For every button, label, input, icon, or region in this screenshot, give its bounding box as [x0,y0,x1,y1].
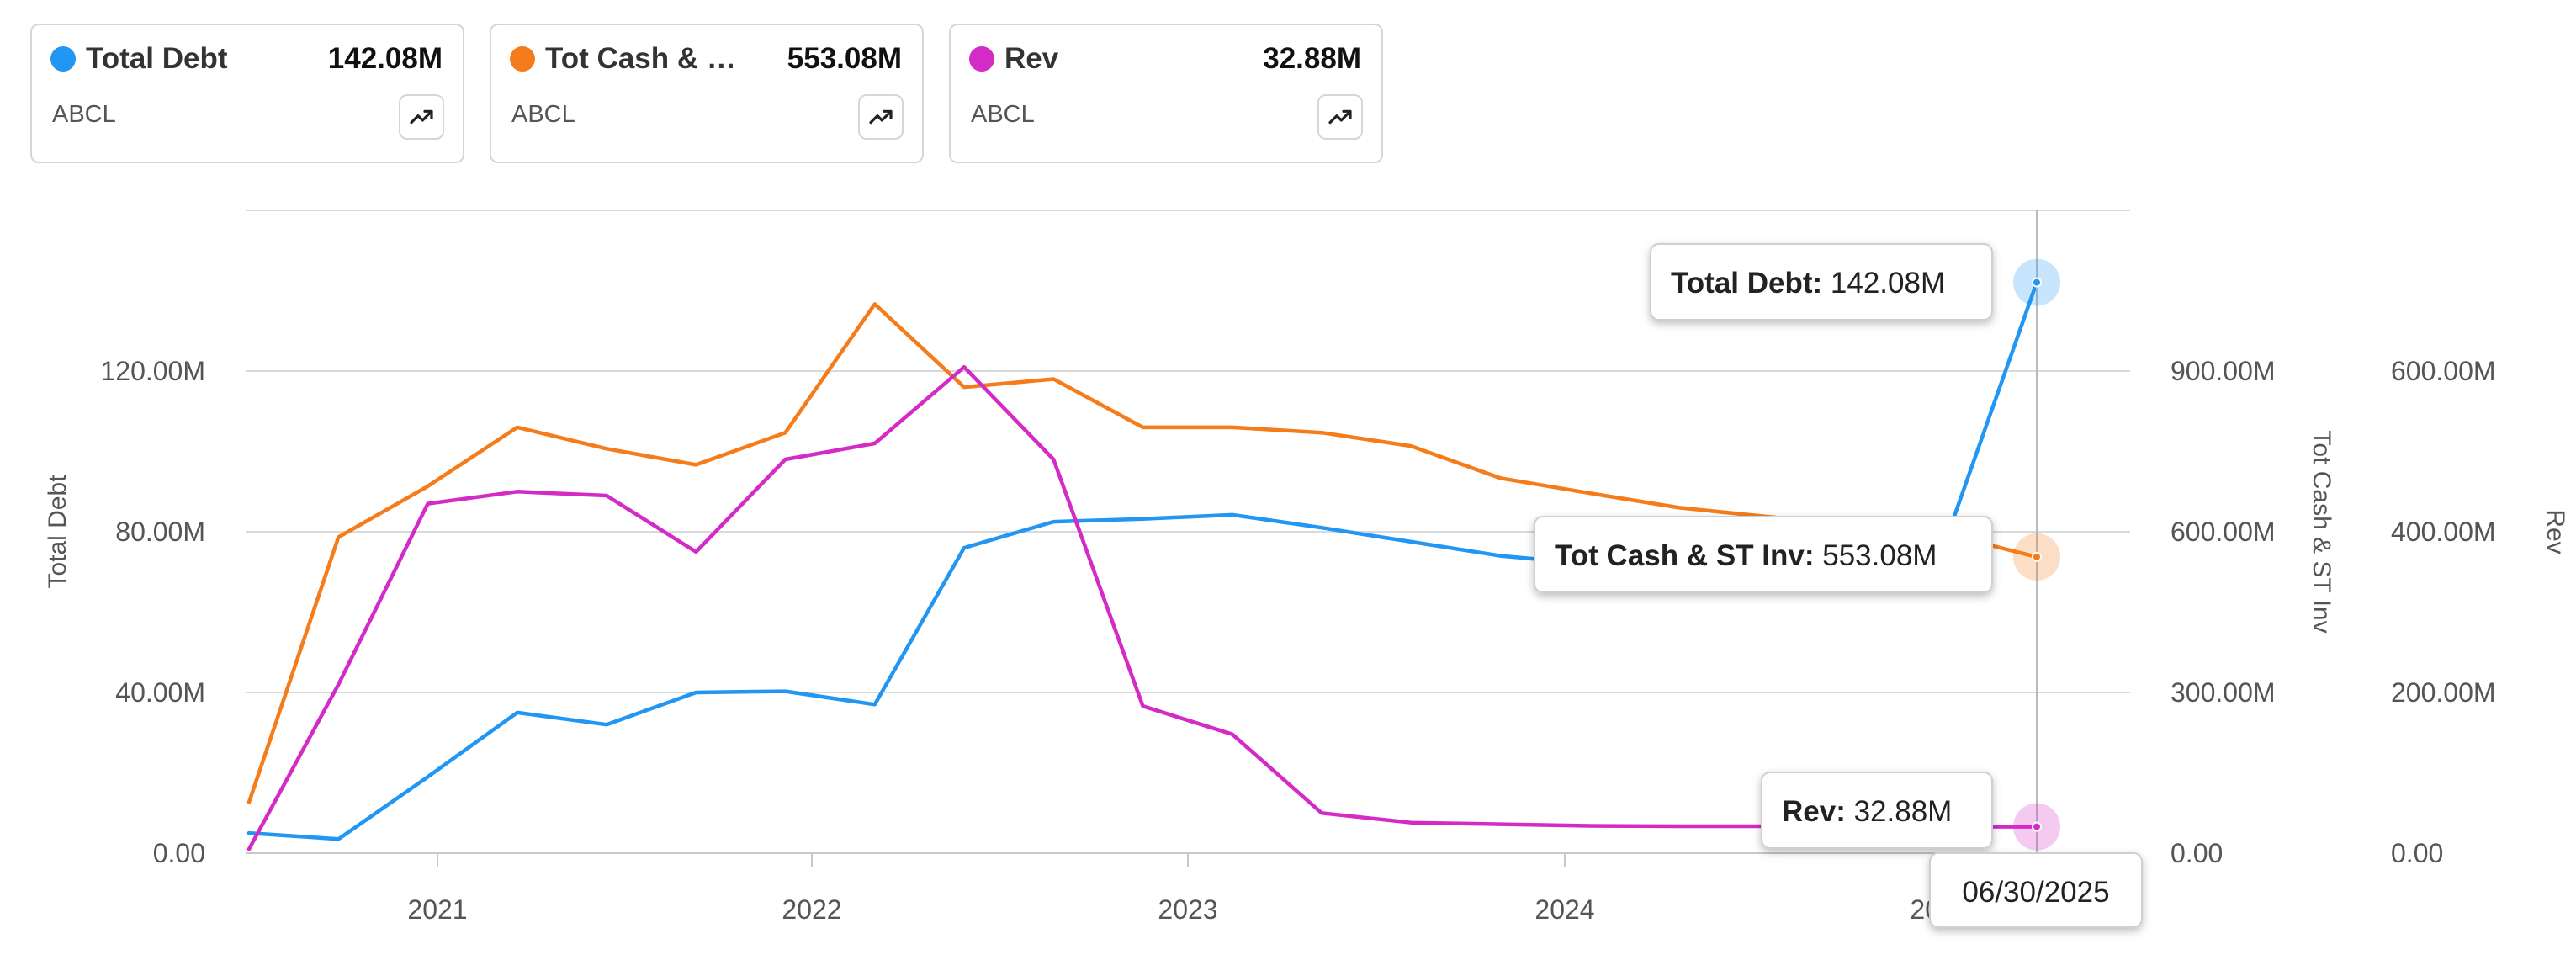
crosshair-date-tooltip: 06/30/2025 [1929,852,2143,928]
tooltip-value: 553.08M [1822,539,1937,572]
tooltip-label: Total Debt: [1671,267,1831,300]
card-ticker: ABCL [52,101,116,128]
y-right2-tick-label: 0.00 [2391,838,2443,868]
y-right2-tick-label: 400.00M [2391,517,2496,547]
y-right1-tick-label: 300.00M [2171,677,2276,708]
tooltip-0: Total Debt: 142.08M [1650,243,1993,321]
x-tick-label: 2024 [1534,894,1594,925]
x-tick-label: 2023 [1158,894,1217,925]
trend-chart-button[interactable] [858,94,904,140]
card-ticker: ABCL [971,101,1035,128]
card-ticker: ABCL [511,101,575,128]
trending-up-icon [1328,109,1352,125]
tooltip-text: Total Debt: 142.08M [1671,267,1945,300]
metric-card-total-debt[interactable]: Total Debt 142.08M ABCL [30,24,464,163]
tooltip-box [1650,243,1993,321]
hover-marker-dot [2032,277,2042,288]
tooltip-label: Tot Cash & ST Inv: [1555,539,1822,572]
trending-up-icon [410,109,433,125]
y-right1-tick-label: 600.00M [2171,517,2276,547]
y-right2-tick-label: 600.00M [2391,356,2496,386]
y-left-tick-label: 120.00M [100,356,205,386]
hover-marker-dot [2032,821,2042,832]
y-left-axis-label: Total Debt [44,475,72,589]
date-tooltip-box [1929,852,2143,928]
y-right1-axis-label: Tot Cash & ST Inv [2308,430,2335,633]
card-series-value: 32.88M [1263,42,1361,75]
tooltip-2: Rev: 32.88M [1761,772,1993,849]
x-tick-label: 2021 [407,894,467,925]
date-tooltip-text: 06/30/2025 [1962,876,2109,909]
trend-chart-button[interactable] [1317,94,1363,140]
trending-up-icon [869,109,893,125]
tooltip-box [1761,772,1993,849]
y-right2-axis-label: Rev [2542,509,2569,554]
tooltip-value: 32.88M [1854,795,1953,828]
x-tick-label: 2022 [782,894,841,925]
hover-marker-dot [2032,551,2042,562]
y-right2-tick-label: 200.00M [2391,677,2496,708]
y-right1-tick-label: 0.00 [2171,838,2223,868]
trend-chart-button[interactable] [399,94,444,140]
series-color-dot [510,46,535,72]
y-left-tick-label: 0.00 [153,838,205,868]
tooltip-text: Rev: 32.88M [1782,795,1952,828]
tooltip-text: Tot Cash & ST Inv: 553.08M [1555,539,1937,572]
series-color-dot [50,46,76,72]
y-right1-tick-label: 900.00M [2171,356,2276,386]
series-line-1 [246,302,2039,804]
series-color-dot [969,46,994,72]
tooltip-value: 142.08M [1831,267,1945,300]
tooltip-label: Rev: [1782,795,1854,828]
card-series-value: 553.08M [787,42,902,75]
card-series-value: 142.08M [327,42,443,75]
metric-card-tot-cash[interactable]: Tot Cash & ST Inv 553.08M ABCL [490,24,924,163]
y-left-tick-label: 40.00M [115,677,205,708]
tooltip-box [1534,516,1993,593]
series-line-2 [246,364,2039,851]
metric-card-rev[interactable]: Rev 32.88M ABCL [949,24,1383,163]
tooltip-1: Tot Cash & ST Inv: 553.08M [1534,516,1993,593]
y-left-tick-label: 80.00M [115,517,205,547]
